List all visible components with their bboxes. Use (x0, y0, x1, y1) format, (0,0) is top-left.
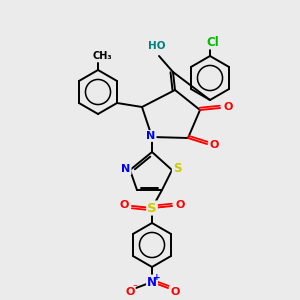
Text: O: O (223, 102, 233, 112)
Text: N: N (122, 164, 130, 174)
Text: O: O (170, 287, 180, 297)
Text: +: + (153, 272, 161, 281)
Text: N: N (147, 275, 157, 289)
Text: HO: HO (148, 41, 166, 51)
Text: O: O (209, 140, 219, 150)
Text: S: S (147, 202, 157, 214)
Text: ⁻: ⁻ (133, 284, 137, 292)
Text: N: N (146, 131, 156, 141)
Text: O: O (125, 287, 135, 297)
Text: O: O (175, 200, 185, 210)
Text: Cl: Cl (207, 35, 219, 49)
Text: CH₃: CH₃ (92, 51, 112, 61)
Text: S: S (173, 163, 181, 176)
Text: O: O (119, 200, 129, 210)
